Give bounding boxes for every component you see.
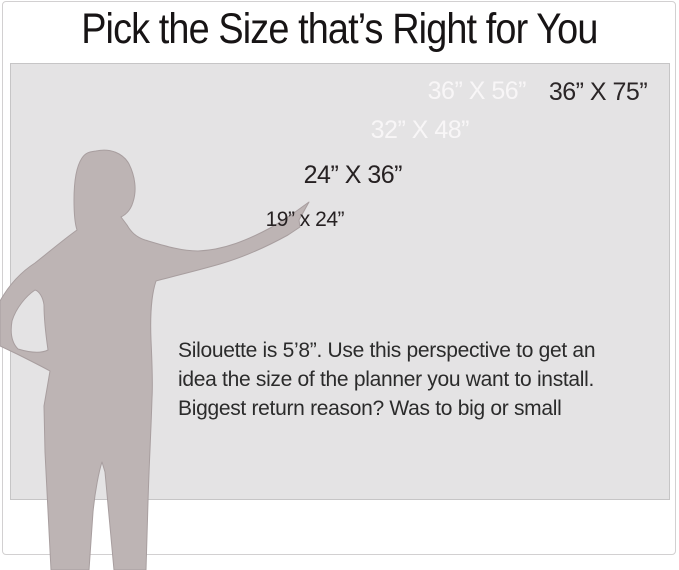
size-label-32x48: 32” X 48” — [370, 116, 470, 144]
size-label-36x56: 36” X 56” — [427, 77, 527, 105]
caption-line: idea the size of the planner you want to… — [178, 368, 595, 391]
caption-text: Silouette is 5’8”. Use this perspective … — [178, 336, 596, 423]
wall-panel — [10, 63, 670, 500]
page-title: Pick the Size that’s Right for You — [81, 5, 598, 53]
caption-line: Silouette is 5’8”. Use this perspective … — [178, 339, 596, 362]
caption-line: Biggest return reason? Was to big or sma… — [178, 397, 562, 420]
page-title-row: Pick the Size that’s Right for You — [0, 1, 679, 57]
size-label-36x75: 36” X 75” — [548, 78, 648, 106]
size-label-19x24: 19” x 24” — [265, 208, 345, 231]
size-label-24x36: 24” X 36” — [303, 161, 403, 189]
